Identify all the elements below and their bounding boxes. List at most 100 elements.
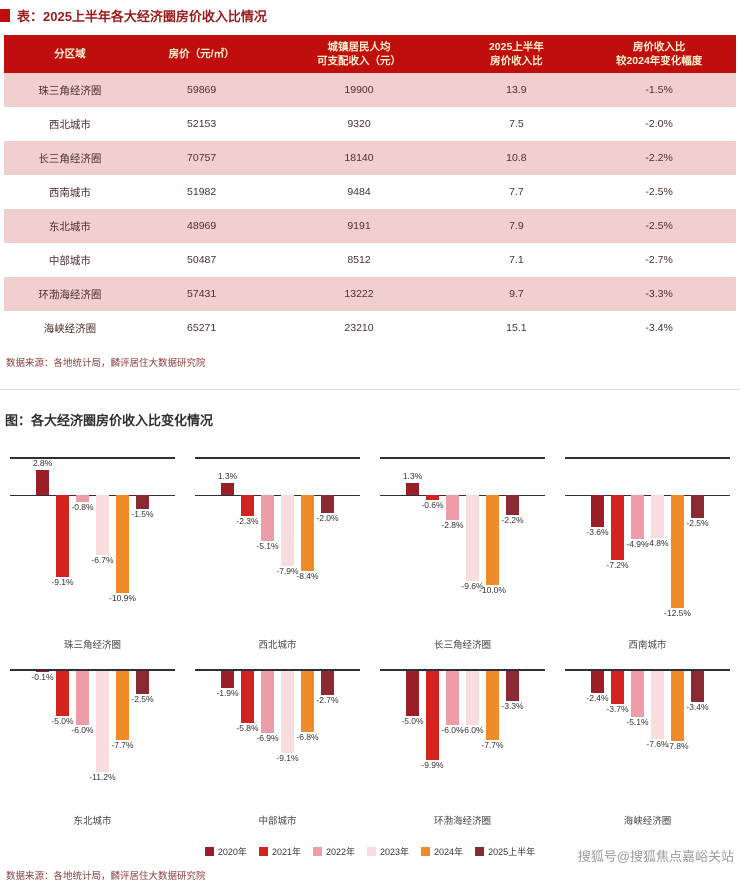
table-cell: -2.5% (645, 186, 673, 199)
legend-label: 2024年 (434, 847, 464, 858)
bar-value-label: -6.0% (461, 725, 484, 736)
watermark: 搜狐号@搜狐焦点嘉峪关站 (577, 849, 734, 864)
table-row: 西北城市 52153 9320 7.5 -2.0% (4, 107, 736, 141)
mini-chart: -0.1% -5.0% -6.0% -11.2% -7.7% -2.5% 东北城市 (0, 669, 185, 827)
chart-region-label: 环渤海经济圈 (433, 816, 491, 828)
bar-value-label: -7.7% (111, 740, 134, 751)
bar-value-label: -9.1% (51, 577, 74, 588)
legend-item: 2020年 (204, 845, 247, 858)
table-cell: -3.4% (645, 322, 673, 335)
bar-value-label: -4.9% (626, 539, 649, 550)
table-row: 海峡经济圈 65271 23210 15.1 -3.4% (4, 311, 736, 345)
table-cell: -1.5% (645, 84, 673, 97)
table-cell: 50487 (187, 254, 217, 267)
price-income-table: 分区域 房价（元/㎡） 城镇居民人均 可支配收入（元） 2025上半年 房价收入比 房价… (4, 35, 736, 345)
bar (671, 495, 684, 609)
column-header: 房价收入比 较2024年变化幅度 (582, 35, 736, 74)
bar (241, 495, 254, 517)
table-cell: 7.1 (509, 254, 524, 267)
bar-value-label: -6.9% (256, 733, 279, 744)
table-cell: 东北城市 (48, 220, 91, 233)
bar (466, 671, 479, 726)
table-cell: 70757 (187, 152, 217, 165)
bar (221, 671, 234, 689)
bar (301, 495, 314, 572)
table-cell: -2.5% (645, 220, 673, 233)
table-cell: 海峡经济圈 (43, 322, 97, 335)
bar (631, 495, 644, 540)
bar-value-label: 1.3% (217, 471, 238, 482)
bar-value-label: 1.3% (402, 471, 423, 482)
table-body: 珠三角经济圈 59869 19900 13.9 -1.5% 西北城市 52153 9320 7.… (4, 73, 736, 345)
bar-value-label: -7.6% (646, 739, 669, 750)
table-row: 长三角经济圈 70757 18140 10.8 -2.2% (4, 141, 736, 176)
table-cell: 西南城市 (48, 186, 91, 199)
bar (691, 671, 704, 703)
chart-plot-area: 1.3% -0.6% -2.8% -9.6% -10.0% -2.2% (380, 457, 545, 621)
bar-value-label: -6.7% (91, 555, 114, 566)
bar (321, 671, 334, 696)
chart-plot-area: -1.9% -5.8% -6.9% -9.1% -6.8% -2.7% (195, 669, 360, 791)
bar (611, 671, 624, 705)
table-cell: 23210 (344, 322, 374, 335)
chart-region-label: 西北城市 (258, 640, 297, 652)
legend-swatch (367, 847, 376, 857)
bar-value-label: -3.3% (501, 701, 524, 712)
table-cell: -3.3% (645, 288, 673, 301)
bar (116, 495, 129, 594)
chart-region-label: 长三角经济圈 (433, 640, 491, 652)
bar (281, 495, 294, 567)
mini-chart: -3.6% -7.2% -4.9% -4.8% -12.5% -2.5% 西南城市 (555, 457, 740, 651)
bar (426, 495, 439, 501)
bar-value-label: 2.8% (32, 458, 53, 469)
bar (321, 495, 334, 514)
bar-value-label: -6.0% (441, 725, 464, 736)
bar (691, 495, 704, 519)
table-section-title: 表：2025上半年各大经济圈房价收入比情况 (0, 0, 740, 25)
zero-axis-line (195, 495, 360, 497)
legend-label: 2021年 (271, 847, 301, 858)
table-cell: 8512 (347, 254, 371, 267)
bar-value-label: -11.2% (89, 772, 116, 783)
bar (76, 671, 89, 726)
bar (116, 671, 129, 741)
column-header: 城镇居民人均 可支配收入（元） (267, 35, 451, 74)
legend-item: 2021年 (258, 845, 301, 858)
bar (36, 470, 49, 496)
table-cell: 13.9 (506, 84, 527, 97)
table-cell: 环渤海经济圈 (38, 288, 102, 301)
bar-value-label: -1.5% (131, 509, 154, 520)
bar (36, 671, 49, 673)
bar-value-label: -2.5% (131, 694, 154, 705)
mini-chart: -1.9% -5.8% -6.9% -9.1% -6.8% -2.7% 中部城市 (185, 669, 370, 827)
table-cell: 57431 (187, 288, 217, 301)
chart-region-label: 海峡经济圈 (623, 816, 672, 828)
table-cell: 13222 (344, 288, 374, 301)
bar (591, 495, 604, 528)
bar (446, 671, 459, 726)
bar (96, 671, 109, 773)
table-cell: 9320 (347, 118, 371, 131)
bar-value-label: -3.6% (586, 527, 609, 538)
mini-chart: -5.0% -9.9% -6.0% -6.0% -7.7% -3.3% 环渤海经济圈 (370, 669, 555, 827)
chart-region-label: 东北城市 (73, 816, 112, 828)
table-cell: 18140 (344, 152, 374, 165)
legend-swatch (204, 847, 214, 857)
chart-region-label: 珠三角经济圈 (63, 640, 121, 652)
legend-label: 2022年 (325, 847, 355, 858)
red-square-bullet (0, 9, 10, 22)
bar (671, 671, 684, 742)
table-cell: 9191 (347, 220, 371, 233)
table-cell: 西北城市 (48, 118, 91, 131)
bar-value-label: -2.3% (236, 516, 259, 527)
bar (506, 671, 519, 702)
chart-legend: 2020年 2021年 2022年 2023年 2024年 2025上半年 (0, 845, 740, 858)
bar-value-label: -8.4% (296, 571, 319, 582)
bar (486, 671, 499, 741)
bar-value-label: -0.8% (71, 502, 94, 513)
bar-value-label: -7.2% (606, 560, 629, 571)
table-cell: 9484 (347, 186, 371, 199)
chart-section-title: 图：各大经济圈房价收入比变化情况 (0, 404, 740, 429)
legend-label: 2020年 (217, 847, 247, 858)
